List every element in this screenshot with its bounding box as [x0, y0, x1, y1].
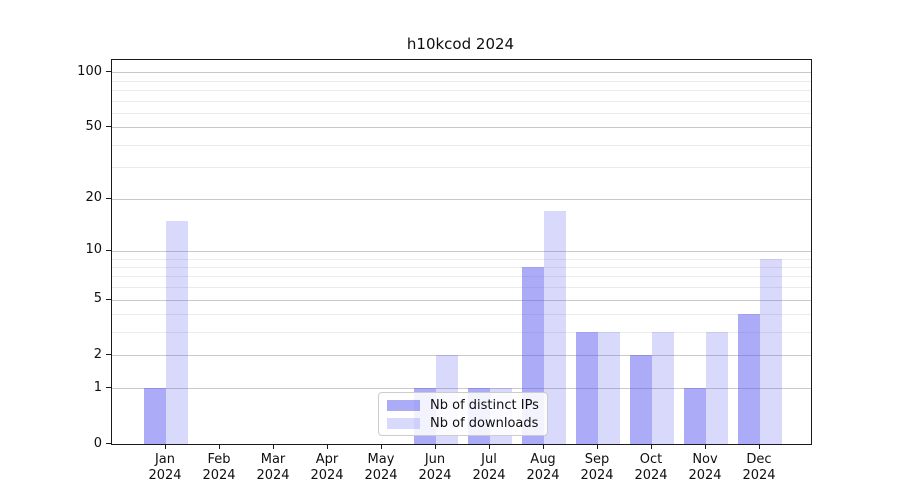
x-tick-label-mar: Mar 2024 — [256, 452, 290, 483]
bar-downloads-dec — [760, 258, 782, 444]
y-tick-label-10: 10 — [85, 242, 102, 258]
major-gridline-50 — [112, 127, 811, 129]
legend: Nb of distinct IPs Nb of downloads — [378, 392, 548, 436]
major-gridline-10 — [112, 250, 811, 252]
x-tick-mark-jan — [165, 444, 166, 449]
major-gridline-20 — [112, 198, 811, 200]
y-tick-mark-100 — [106, 71, 111, 73]
bar-distinct-ips-sep — [576, 332, 598, 444]
x-tick-label-may: May 2024 — [364, 452, 398, 483]
y-tick-mark-20 — [106, 197, 111, 199]
major-gridline-1 — [112, 388, 811, 390]
minor-gridline-70 — [112, 100, 811, 102]
y-tick-label-1: 1 — [93, 379, 102, 395]
y-tick-label-50: 50 — [85, 118, 102, 134]
x-tick-label-apr: Apr 2024 — [310, 452, 344, 483]
x-tick-mark-dec — [759, 444, 760, 449]
bar-downloads-nov — [706, 332, 728, 444]
minor-gridline-3 — [112, 332, 811, 334]
bar-downloads-aug — [544, 211, 566, 444]
y-tick-mark-0 — [106, 443, 111, 444]
x-tick-label-jun: Jun 2024 — [418, 452, 452, 483]
minor-gridline-9 — [112, 258, 811, 260]
minor-gridline-40 — [112, 144, 811, 146]
minor-gridline-60 — [112, 112, 811, 114]
bar-distinct-ips-dec — [738, 314, 760, 444]
x-tick-label-aug: Aug 2024 — [526, 452, 560, 483]
minor-gridline-90 — [112, 80, 811, 82]
y-tick-mark-2 — [106, 354, 111, 356]
major-gridline-2 — [112, 355, 811, 357]
x-tick-label-sep: Sep 2024 — [580, 452, 614, 483]
x-tick-mark-apr — [327, 444, 328, 449]
x-tick-mark-nov — [705, 444, 706, 449]
legend-row-distinct-ips: Nb of distinct IPs — [387, 399, 539, 412]
x-tick-mark-jun — [435, 444, 436, 449]
x-tick-mark-may — [381, 444, 382, 449]
y-tick-mark-50 — [106, 126, 111, 128]
x-tick-mark-oct — [651, 444, 652, 449]
x-tick-label-jul: Jul 2024 — [472, 452, 506, 483]
bar-downloads-jan — [166, 220, 188, 444]
x-tick-mark-aug — [543, 444, 544, 449]
x-tick-label-nov: Nov 2024 — [688, 452, 722, 483]
bar-distinct-ips-jan — [144, 388, 166, 444]
bar-downloads-oct — [652, 332, 674, 444]
minor-gridline-80 — [112, 89, 811, 91]
minor-gridline-7 — [112, 276, 811, 278]
y-tick-mark-5 — [106, 298, 111, 300]
x-tick-label-jan: Jan 2024 — [148, 452, 182, 483]
bar-distinct-ips-nov — [684, 388, 706, 444]
y-tick-label-0: 0 — [93, 435, 102, 451]
y-tick-mark-10 — [106, 249, 111, 251]
y-tick-label-100: 100 — [77, 63, 102, 79]
bar-downloads-sep — [598, 332, 620, 444]
legend-row-downloads: Nb of downloads — [387, 417, 539, 430]
y-tick-label-20: 20 — [85, 190, 102, 206]
x-tick-label-dec: Dec 2024 — [742, 452, 776, 483]
minor-gridline-6 — [112, 287, 811, 289]
plot-area — [111, 59, 812, 445]
bar-distinct-ips-oct — [630, 355, 652, 444]
y-tick-mark-1 — [106, 387, 111, 389]
x-tick-mark-sep — [597, 444, 598, 449]
major-gridline-100 — [112, 72, 811, 74]
legend-label-downloads: Nb of downloads — [430, 415, 539, 431]
minor-gridline-30 — [112, 167, 811, 169]
y-tick-label-2: 2 — [93, 346, 102, 362]
x-tick-label-feb: Feb 2024 — [202, 452, 236, 483]
major-gridline-5 — [112, 299, 811, 301]
x-tick-mark-mar — [273, 444, 274, 449]
minor-gridline-8 — [112, 266, 811, 268]
legend-swatch-downloads — [387, 417, 420, 429]
legend-label-distinct-ips: Nb of distinct IPs — [430, 397, 539, 413]
x-tick-mark-feb — [219, 444, 220, 449]
y-tick-label-5: 5 — [93, 291, 102, 307]
x-tick-label-oct: Oct 2024 — [634, 452, 668, 483]
legend-swatch-distinct-ips — [387, 399, 420, 411]
minor-gridline-4 — [112, 314, 811, 316]
chart-title: h10kcod 2024 — [406, 35, 515, 53]
x-tick-mark-jul — [489, 444, 490, 449]
